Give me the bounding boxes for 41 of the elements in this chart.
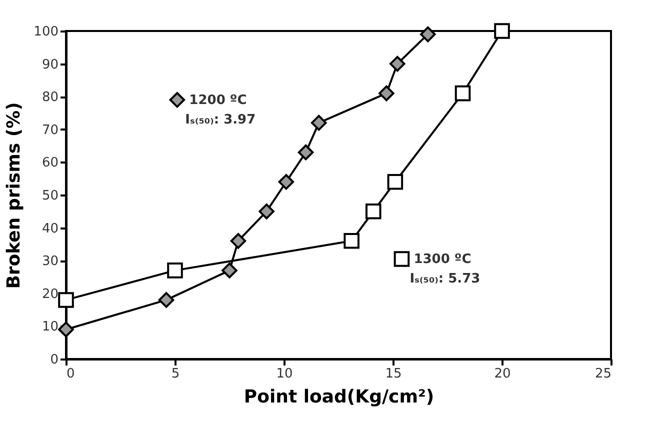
legend-label: 1200 ºC	[189, 92, 247, 108]
point	[389, 56, 406, 72]
point	[278, 174, 294, 190]
x-tick-label: 0	[66, 366, 75, 382]
point	[494, 23, 510, 39]
legend-label: 1300 ºC	[414, 252, 472, 267]
y-tick-label: 30	[42, 254, 58, 270]
y-tick-label: 60	[42, 156, 58, 171]
point	[58, 292, 74, 308]
point	[378, 85, 394, 102]
point	[387, 174, 404, 190]
annotation: Iₛ₍₅₀₎: 5.73	[410, 272, 480, 287]
y-tick-label: 100	[34, 24, 58, 40]
y-tick-label: 80	[42, 90, 58, 106]
y-tick-label: 50	[42, 188, 58, 204]
point	[365, 204, 382, 220]
point	[298, 144, 314, 160]
x-tick-label: 15	[385, 366, 402, 382]
point	[344, 233, 360, 249]
x-tick-label: 10	[276, 366, 293, 382]
y-tick-label: 20	[42, 286, 58, 302]
y-tick-label: 10	[42, 320, 58, 335]
y-tick-label: 90	[42, 57, 58, 72]
x-axis-title: Point load(Kg/cm²)	[244, 386, 434, 408]
point	[230, 233, 246, 249]
y-axis-title: Broken prisms (%)	[4, 102, 25, 289]
annotation: Iₛ₍₅₀₎: 3.97	[185, 112, 256, 128]
point	[58, 322, 74, 338]
x-tick-label: 5	[171, 366, 180, 382]
x-tick-label: 20	[494, 366, 511, 382]
point	[167, 262, 183, 278]
point	[420, 26, 436, 42]
y-tick-label: 40	[42, 221, 58, 236]
x-tick-label: 25	[594, 366, 612, 382]
point	[222, 262, 238, 278]
y-tick-label: 70	[42, 122, 58, 138]
point	[310, 114, 327, 131]
point	[454, 85, 471, 102]
point	[258, 204, 274, 220]
point	[158, 292, 174, 308]
y-tick-label: 0	[50, 352, 58, 368]
